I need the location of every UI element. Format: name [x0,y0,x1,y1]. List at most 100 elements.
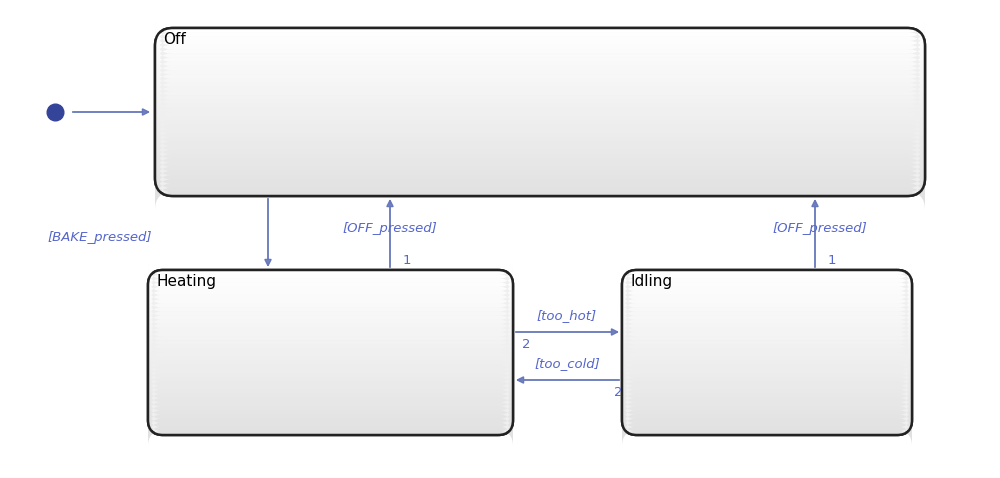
FancyBboxPatch shape [622,421,912,446]
FancyBboxPatch shape [622,317,912,343]
FancyBboxPatch shape [155,48,925,80]
Text: 1: 1 [828,253,836,267]
FancyBboxPatch shape [148,375,513,401]
FancyBboxPatch shape [155,86,925,118]
FancyBboxPatch shape [622,268,912,293]
FancyBboxPatch shape [622,330,912,355]
FancyBboxPatch shape [155,162,925,193]
FancyBboxPatch shape [155,61,925,92]
Text: Idling: Idling [630,274,672,289]
FancyBboxPatch shape [155,27,925,59]
FancyBboxPatch shape [622,400,912,425]
FancyBboxPatch shape [622,293,912,318]
FancyBboxPatch shape [622,404,912,429]
FancyBboxPatch shape [622,416,912,442]
FancyBboxPatch shape [622,350,912,376]
FancyBboxPatch shape [155,90,925,121]
FancyBboxPatch shape [622,270,912,435]
FancyBboxPatch shape [622,289,912,314]
FancyBboxPatch shape [622,338,912,363]
FancyBboxPatch shape [148,383,513,409]
FancyBboxPatch shape [148,301,513,326]
Text: [too_hot]: [too_hot] [537,309,597,323]
FancyBboxPatch shape [155,82,925,113]
FancyBboxPatch shape [622,371,912,396]
Text: [BAKE_pressed]: [BAKE_pressed] [48,230,152,243]
FancyBboxPatch shape [622,313,912,338]
FancyBboxPatch shape [155,174,925,206]
FancyBboxPatch shape [155,78,925,109]
FancyBboxPatch shape [622,391,912,417]
FancyBboxPatch shape [155,44,925,76]
FancyBboxPatch shape [148,276,513,302]
FancyBboxPatch shape [622,334,912,359]
FancyBboxPatch shape [148,297,513,322]
FancyBboxPatch shape [622,322,912,347]
FancyBboxPatch shape [155,149,925,180]
FancyBboxPatch shape [148,334,513,359]
FancyBboxPatch shape [148,388,513,413]
FancyBboxPatch shape [622,383,912,409]
FancyBboxPatch shape [155,132,925,163]
FancyBboxPatch shape [622,260,912,285]
FancyBboxPatch shape [622,355,912,380]
FancyBboxPatch shape [622,358,912,384]
FancyBboxPatch shape [148,412,513,438]
FancyBboxPatch shape [148,400,513,425]
FancyBboxPatch shape [148,270,513,435]
FancyBboxPatch shape [155,69,925,100]
FancyBboxPatch shape [148,404,513,429]
Text: 2: 2 [614,387,622,400]
FancyBboxPatch shape [155,95,925,126]
FancyBboxPatch shape [155,40,925,71]
FancyBboxPatch shape [148,260,513,285]
FancyBboxPatch shape [148,317,513,343]
FancyBboxPatch shape [155,120,925,151]
FancyBboxPatch shape [148,293,513,318]
FancyBboxPatch shape [148,268,513,293]
FancyBboxPatch shape [622,367,912,392]
FancyBboxPatch shape [155,153,925,185]
FancyBboxPatch shape [622,363,912,388]
FancyBboxPatch shape [148,421,513,446]
Text: Off: Off [163,32,186,47]
FancyBboxPatch shape [622,379,912,404]
FancyBboxPatch shape [155,107,925,139]
FancyBboxPatch shape [155,170,925,201]
FancyBboxPatch shape [148,355,513,380]
FancyBboxPatch shape [148,309,513,335]
FancyBboxPatch shape [148,338,513,363]
FancyBboxPatch shape [155,57,925,88]
FancyBboxPatch shape [155,141,925,172]
FancyBboxPatch shape [148,284,513,310]
FancyBboxPatch shape [148,313,513,338]
FancyBboxPatch shape [155,65,925,97]
FancyBboxPatch shape [622,346,912,371]
FancyBboxPatch shape [148,408,513,434]
FancyBboxPatch shape [148,280,513,305]
FancyBboxPatch shape [622,284,912,310]
FancyBboxPatch shape [622,264,912,289]
Text: [OFF_pressed]: [OFF_pressed] [773,221,867,235]
FancyBboxPatch shape [148,416,513,442]
FancyBboxPatch shape [622,297,912,322]
FancyBboxPatch shape [155,111,925,142]
FancyBboxPatch shape [155,74,925,105]
FancyBboxPatch shape [155,157,925,189]
FancyBboxPatch shape [148,367,513,392]
FancyBboxPatch shape [622,375,912,401]
FancyBboxPatch shape [155,53,925,84]
FancyBboxPatch shape [155,36,925,67]
FancyBboxPatch shape [155,166,925,197]
FancyBboxPatch shape [155,145,925,176]
Text: Heating: Heating [156,274,216,289]
FancyBboxPatch shape [155,178,925,210]
FancyBboxPatch shape [622,396,912,421]
FancyBboxPatch shape [148,363,513,388]
FancyBboxPatch shape [148,371,513,396]
FancyBboxPatch shape [155,19,925,50]
FancyBboxPatch shape [155,23,925,54]
FancyBboxPatch shape [622,388,912,413]
FancyBboxPatch shape [622,280,912,305]
FancyBboxPatch shape [148,289,513,314]
